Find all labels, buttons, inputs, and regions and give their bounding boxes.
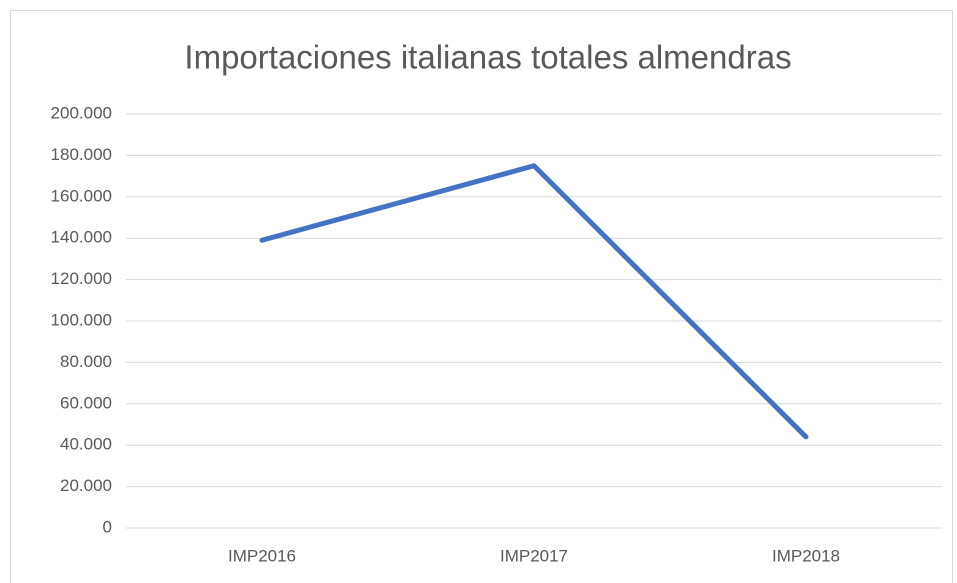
y-tick-label: 160.000 (51, 186, 112, 205)
chart-title: Importaciones italianas totales almendra… (184, 39, 791, 76)
y-tick-label: 80.000 (60, 352, 112, 371)
x-tick-label: IMP2017 (500, 546, 568, 565)
x-tick-label: IMP2016 (228, 546, 296, 565)
x-tick-label: IMP2018 (772, 546, 840, 565)
y-tick-label: 60.000 (60, 393, 112, 412)
y-tick-label: 140.000 (51, 228, 112, 247)
y-tick-label: 180.000 (51, 145, 112, 164)
y-tick-label: 0 (103, 517, 112, 536)
y-tick-label: 40.000 (60, 435, 112, 454)
y-tick-label: 20.000 (60, 476, 112, 495)
data-line (259, 163, 809, 440)
y-tick-label: 120.000 (51, 269, 112, 288)
y-tick-label: 100.000 (51, 310, 112, 329)
chart-frame (10, 10, 953, 583)
y-tick-label: 200.000 (51, 103, 112, 122)
